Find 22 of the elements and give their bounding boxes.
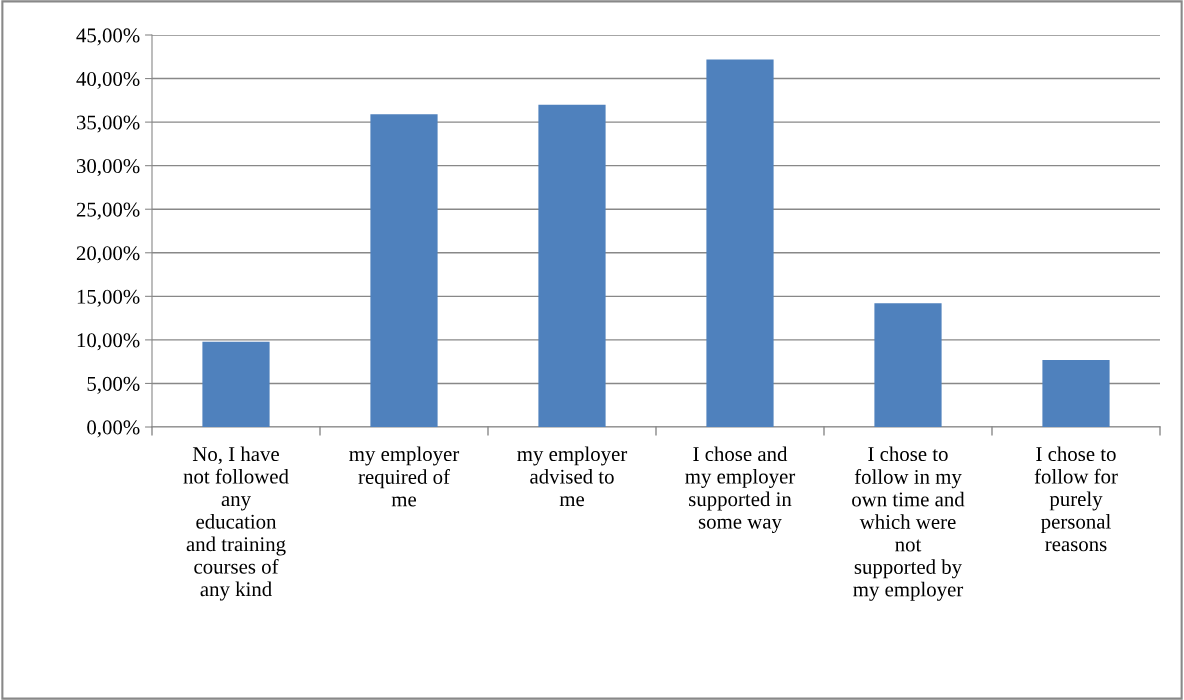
bar — [370, 114, 438, 427]
x-tick-label: No, I have not followed any education and training courses of any kind — [183, 446, 289, 601]
y-tick-label: 5,00% — [87, 376, 140, 394]
x-tick-label: my employer required of me — [349, 446, 460, 507]
y-tick-label: 20,00% — [76, 246, 140, 264]
x-tick-label: I chose to follow in my own time and which were not supported by my employer — [852, 446, 965, 601]
bar — [874, 303, 942, 427]
y-tick-label: 30,00% — [76, 159, 140, 177]
y-tick-label: 0,00% — [87, 420, 140, 438]
y-tick-label: 40,00% — [76, 71, 140, 89]
y-tick-label: 10,00% — [77, 333, 140, 351]
x-tick-label: my employer advised to me — [517, 446, 628, 507]
y-tick-label: 45,00% — [76, 28, 140, 46]
bar — [1042, 359, 1110, 427]
bar — [706, 59, 774, 427]
bar — [538, 104, 606, 427]
x-tick-label: I chose and my employer supported in some way — [685, 446, 796, 533]
y-tick-label: 15,00% — [77, 289, 140, 307]
y-tick-label: 35,00% — [76, 115, 140, 133]
bar — [202, 341, 270, 427]
x-tick-label: I chose to follow for purely personal reasons — [1034, 446, 1118, 552]
y-tick-label: 25,00% — [76, 202, 140, 220]
